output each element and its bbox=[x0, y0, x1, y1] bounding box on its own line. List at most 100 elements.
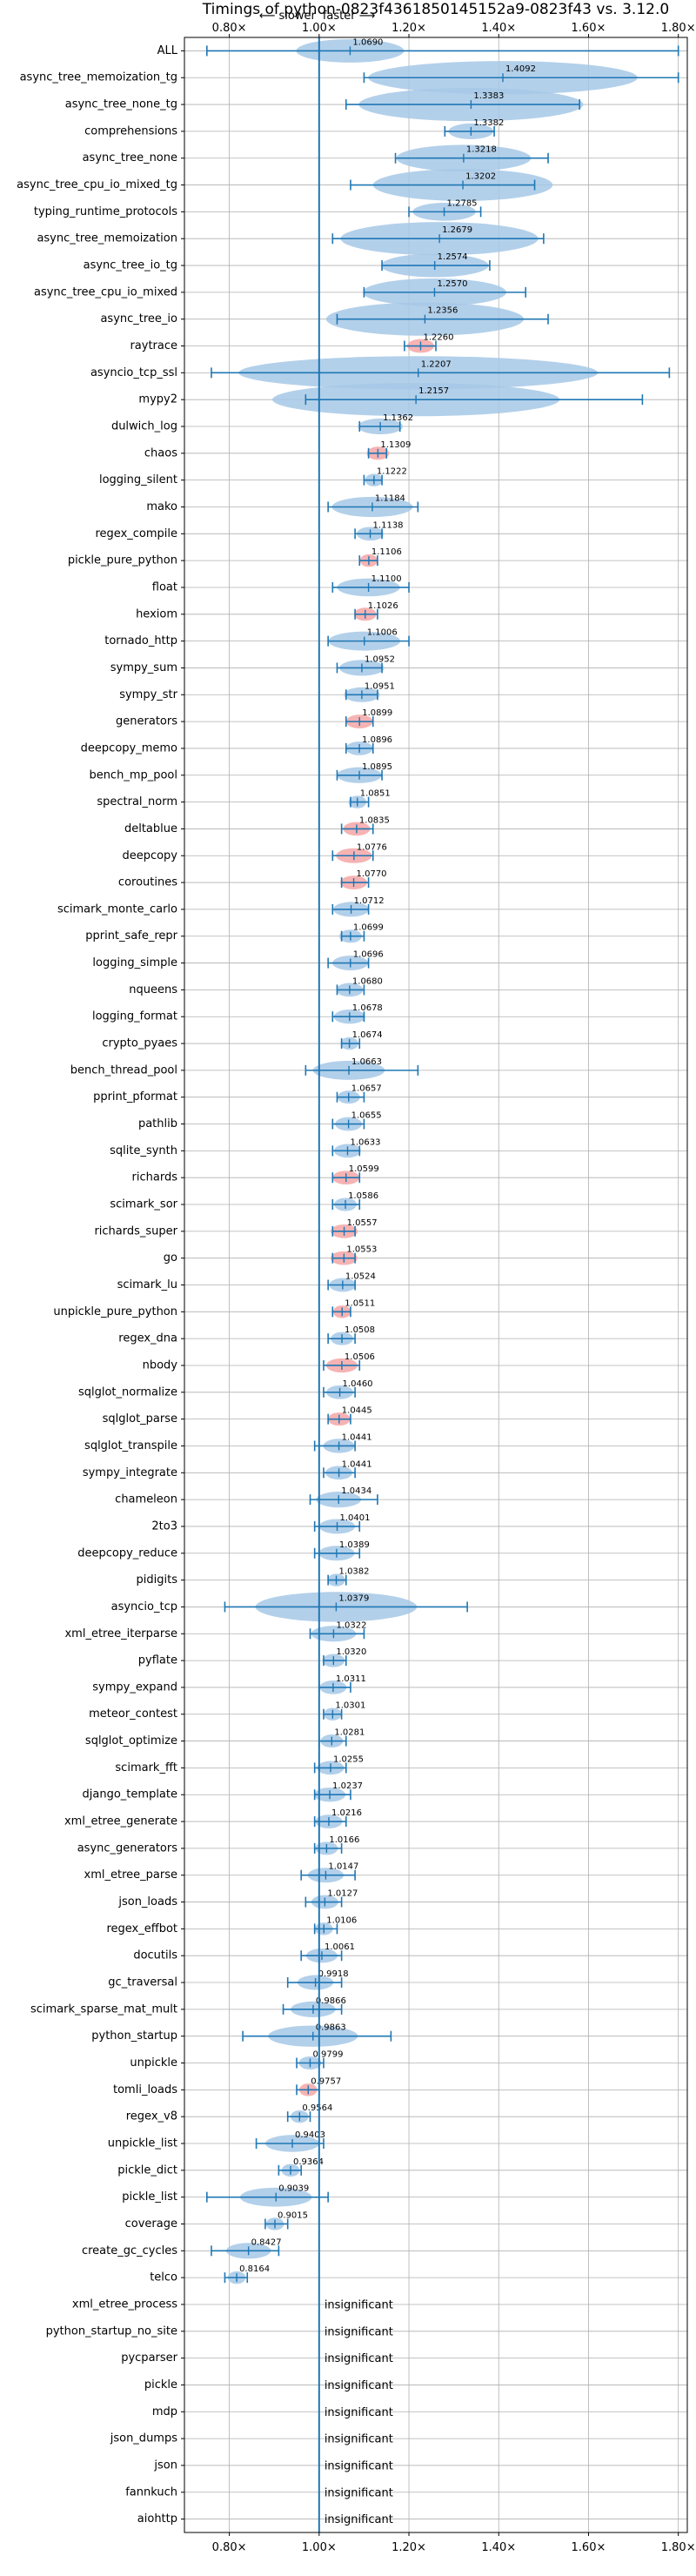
category-label-asyncio_tcp_ssl: asyncio_tcp_ssl bbox=[90, 366, 177, 379]
value-label-pprint_pformat: 1.0657 bbox=[351, 1084, 382, 1094]
value-label-typing_runtime_protocols: 1.2785 bbox=[447, 198, 478, 208]
value-label-sqlite_synth: 1.0633 bbox=[350, 1137, 380, 1147]
value-label-docutils: 1.0061 bbox=[325, 1942, 355, 1952]
category-label-hexiom: hexiom bbox=[136, 607, 177, 621]
category-label-pprint_safe_repr: pprint_safe_repr bbox=[85, 929, 177, 943]
category-label-xml_etree_generate: xml_etree_generate bbox=[64, 1815, 177, 1828]
value-label-xml_etree_parse: 1.0147 bbox=[328, 1862, 358, 1872]
value-label-xml_etree_generate: 1.0216 bbox=[331, 1808, 362, 1818]
category-label-go: go bbox=[164, 1251, 177, 1265]
value-label-sqlglot_normalize: 1.0460 bbox=[343, 1379, 373, 1389]
value-label-meteor_contest: 1.0301 bbox=[335, 1701, 365, 1711]
value-label-sympy_expand: 1.0311 bbox=[336, 1674, 366, 1684]
value-label-regex_dna: 1.0508 bbox=[345, 1325, 375, 1335]
insignificant-label: insignificant bbox=[325, 2298, 393, 2311]
category-label-coroutines: coroutines bbox=[118, 876, 177, 889]
category-label-telco: telco bbox=[150, 2271, 177, 2284]
insignificant-label: insignificant bbox=[325, 2406, 393, 2419]
value-label-scimark_fft: 1.0255 bbox=[333, 1754, 364, 1764]
category-label-meteor_contest: meteor_contest bbox=[89, 1707, 177, 1721]
value-label-ALL: 1.0690 bbox=[352, 37, 383, 47]
value-label-pickle_dict: 0.9364 bbox=[293, 2157, 324, 2167]
x-tick-label-bottom-1: 1.00× bbox=[302, 2541, 337, 2554]
value-label-json_loads: 1.0127 bbox=[327, 1889, 358, 1899]
category-label-deepcopy_reduce: deepcopy_reduce bbox=[77, 1546, 177, 1560]
category-label-async_tree_cpu_io_mixed_tg: async_tree_cpu_io_mixed_tg bbox=[17, 178, 177, 191]
category-label-pickle_pure_python: pickle_pure_python bbox=[68, 554, 177, 567]
value-label-sympy_sum: 1.0952 bbox=[365, 654, 395, 664]
value-label-mypy2: 1.2157 bbox=[418, 386, 449, 396]
category-label-async_tree_io_tg: async_tree_io_tg bbox=[84, 259, 177, 272]
value-label-bench_mp_pool: 1.0895 bbox=[362, 762, 392, 772]
value-label-async_tree_none_tg: 1.3383 bbox=[473, 91, 504, 101]
value-label-xml_etree_iterparse: 1.0322 bbox=[336, 1620, 366, 1630]
value-label-pathlib: 1.0655 bbox=[351, 1111, 382, 1121]
value-label-logging_simple: 1.0696 bbox=[353, 950, 384, 960]
value-label-sqlglot_optimize: 1.0281 bbox=[334, 1728, 365, 1738]
category-label-logging_silent: logging_silent bbox=[99, 473, 177, 486]
category-label-sqlglot_parse: sqlglot_parse bbox=[103, 1412, 177, 1426]
category-label-json_loads: json_loads bbox=[117, 1895, 177, 1909]
x-tick-label-bottom-5: 1.80× bbox=[661, 2541, 696, 2554]
category-label-async_tree_memoization: async_tree_memoization bbox=[37, 232, 177, 245]
value-label-async_tree_cpu_io_mixed: 1.2570 bbox=[437, 279, 467, 289]
insignificant-label: insignificant bbox=[325, 2352, 393, 2365]
category-label-regex_v8: regex_v8 bbox=[126, 2110, 177, 2123]
value-label-nqueens: 1.0680 bbox=[352, 976, 383, 986]
category-label-create_gc_cycles: create_gc_cycles bbox=[82, 2244, 177, 2257]
category-label-django_template: django_template bbox=[83, 1788, 177, 1801]
category-label-xml_etree_process: xml_etree_process bbox=[72, 2298, 177, 2311]
category-label-python_startup: python_startup bbox=[91, 2029, 177, 2043]
x-tick-label-bottom-4: 1.60× bbox=[572, 2541, 606, 2554]
value-label-sqlglot_parse: 1.0445 bbox=[342, 1406, 372, 1416]
value-label-chameleon: 1.0434 bbox=[341, 1486, 371, 1496]
insignificant-label: insignificant bbox=[325, 2379, 393, 2392]
category-label-float: float bbox=[152, 580, 177, 594]
value-label-sqlglot_transpile: 1.0441 bbox=[342, 1432, 372, 1442]
value-label-sympy_str: 1.0951 bbox=[365, 681, 395, 691]
category-label-generators: generators bbox=[116, 715, 177, 728]
category-label-sympy_sum: sympy_sum bbox=[110, 661, 177, 674]
value-label-2to3: 1.0401 bbox=[340, 1513, 371, 1523]
category-label-async_tree_none: async_tree_none bbox=[83, 151, 177, 164]
x-tick-label-bottom-0: 0.80× bbox=[212, 2541, 247, 2554]
category-label-docutils: docutils bbox=[133, 1949, 177, 1962]
category-label-async_tree_cpu_io_mixed: async_tree_cpu_io_mixed bbox=[34, 285, 177, 299]
category-label-fannkuch: fannkuch bbox=[125, 2485, 177, 2499]
chart-title: Timings of python-0823f4361850145152a9-0… bbox=[202, 1, 669, 18]
value-label-pyflate: 1.0320 bbox=[336, 1647, 366, 1657]
category-label-async_tree_none_tg: async_tree_none_tg bbox=[65, 98, 177, 111]
category-label-ALL: ALL bbox=[157, 44, 178, 57]
category-label-sympy_integrate: sympy_integrate bbox=[83, 1466, 177, 1479]
category-label-tomli_loads: tomli_loads bbox=[113, 2083, 177, 2096]
category-label-chaos: chaos bbox=[144, 446, 177, 460]
insignificant-label: insignificant bbox=[325, 2459, 393, 2472]
value-label-float: 1.1100 bbox=[371, 574, 402, 584]
value-label-deepcopy_reduce: 1.0389 bbox=[339, 1540, 370, 1550]
category-label-dulwich_log: dulwich_log bbox=[111, 420, 177, 433]
value-label-async_tree_io_tg: 1.2574 bbox=[438, 252, 468, 262]
value-label-scimark_sor: 1.0586 bbox=[348, 1191, 378, 1201]
category-label-json_dumps: json_dumps bbox=[110, 2432, 177, 2445]
direction-slower-label: ⟵ slower bbox=[259, 10, 317, 23]
value-label-unpickle_pure_python: 1.0511 bbox=[345, 1298, 375, 1308]
value-label-deepcopy_memo: 1.0896 bbox=[362, 735, 392, 745]
value-label-richards: 1.0599 bbox=[349, 1164, 379, 1174]
category-label-crypto_pyaes: crypto_pyaes bbox=[102, 1037, 177, 1050]
value-label-scimark_sparse_mat_mult: 0.9866 bbox=[316, 1996, 346, 2006]
category-label-json: json bbox=[153, 2459, 177, 2472]
value-label-async_generators: 1.0166 bbox=[329, 1835, 359, 1845]
value-label-sympy_integrate: 1.0441 bbox=[342, 1459, 372, 1469]
category-label-sqlite_synth: sqlite_synth bbox=[110, 1144, 177, 1157]
category-label-scimark_fft: scimark_fft bbox=[115, 1761, 177, 1774]
category-label-sqlglot_optimize: sqlglot_optimize bbox=[85, 1734, 177, 1748]
category-label-regex_effbot: regex_effbot bbox=[106, 1922, 177, 1935]
category-label-pycparser: pycparser bbox=[121, 2351, 177, 2365]
category-label-deepcopy: deepcopy bbox=[122, 849, 177, 862]
category-label-pidigits: pidigits bbox=[137, 1573, 178, 1587]
value-label-asyncio_tcp_ssl: 1.2207 bbox=[421, 359, 452, 369]
category-label-pickle_dict: pickle_dict bbox=[117, 2163, 177, 2177]
insignificant-label: insignificant bbox=[325, 2433, 393, 2446]
value-label-async_tree_io: 1.2356 bbox=[427, 306, 458, 316]
direction-faster-label: faster ⟶ bbox=[323, 10, 376, 23]
